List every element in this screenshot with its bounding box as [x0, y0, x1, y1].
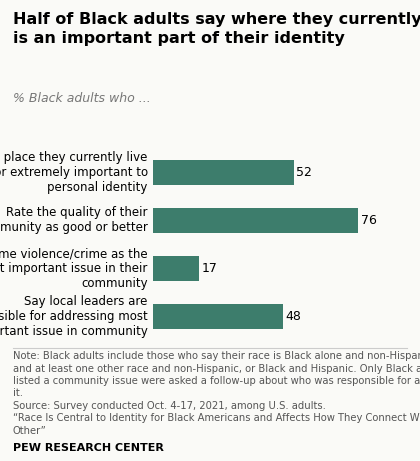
Text: Note: Black adults include those who say their race is Black alone and non-Hispa: Note: Black adults include those who say… [13, 351, 420, 436]
Text: 76: 76 [361, 214, 377, 227]
Bar [153, 256, 199, 281]
Text: PEW RESEARCH CENTER: PEW RESEARCH CENTER [13, 443, 163, 453]
Text: 48: 48 [286, 310, 301, 324]
Text: 52: 52 [296, 165, 312, 178]
Text: Half of Black adults say where they currently live
is an important part of their: Half of Black adults say where they curr… [13, 12, 420, 46]
Text: 17: 17 [202, 262, 218, 275]
Bar [153, 208, 358, 233]
Text: % Black adults who ...: % Black adults who ... [13, 92, 150, 105]
Bar [153, 304, 283, 330]
Bar [153, 160, 294, 185]
